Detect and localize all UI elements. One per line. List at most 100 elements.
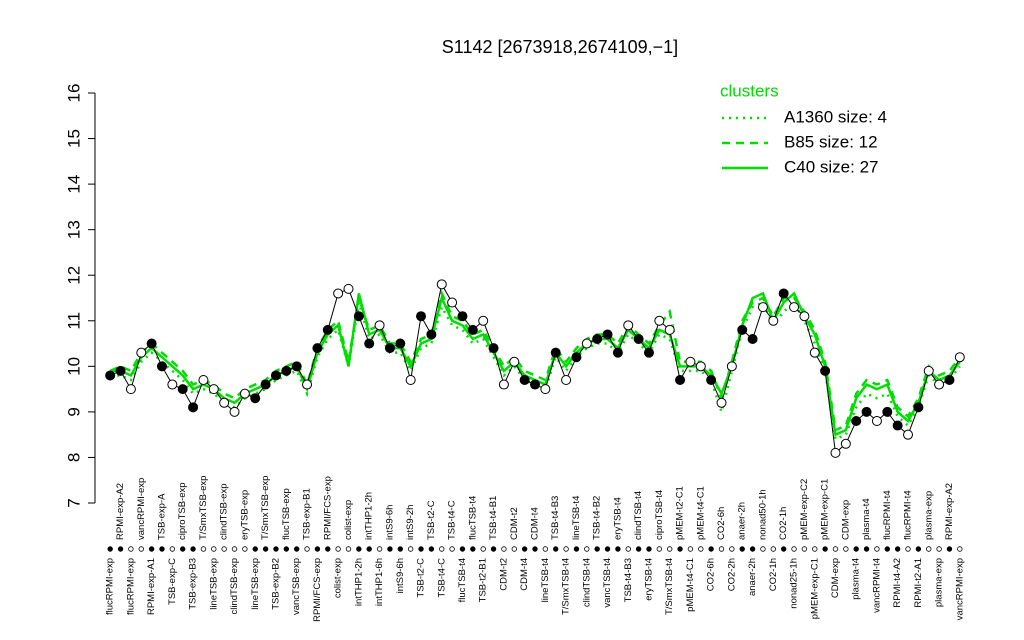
rug-dot [293,546,300,552]
sample-point [871,416,882,426]
x-tick-label: vancRPMI-exp [954,558,965,620]
rug-dot [739,546,745,552]
sample-point [903,429,914,440]
rug-dot [625,546,631,552]
sample-point [643,347,654,358]
sample-point [322,324,333,335]
sample-point [882,406,893,417]
x-tick-label: flucTSB-t4 [457,558,468,602]
sample-point [571,352,582,363]
rug-dot [117,546,124,552]
y-tick-label: 16 [64,84,83,103]
sample-point [333,288,344,299]
rug-dot [335,546,341,552]
y-tick-label: 15 [64,129,83,148]
sample-point [374,320,385,331]
rug-dot [853,546,859,552]
rug-dot [345,546,352,552]
x-tick-label: CDM-exp [840,500,851,540]
x-tick-label: flucRPMI-exp [125,558,136,615]
x-tick-label: eryTSB-exp [239,490,250,540]
sample-point [778,288,789,299]
sample-point [291,361,302,372]
sample-point [892,420,903,431]
rug-dot [801,546,808,552]
rug-dot [138,546,144,552]
sample-point [208,384,219,395]
sample-point [913,402,924,413]
rug-dot [387,546,393,552]
rug-dot [439,546,445,552]
rug-dot [563,546,569,552]
sample-point [934,379,945,390]
sample-point [612,347,623,358]
x-tick-label: intS9-6h [395,558,406,593]
rug-dot [604,546,611,552]
rug-dot [926,546,932,552]
sample-point [250,393,261,404]
x-tick-label: colist-exp [343,500,354,540]
sample-point [281,365,292,376]
sample-point [530,379,540,390]
rug-dot [573,546,580,552]
sample-point [436,279,447,290]
rug-dot [646,546,652,552]
sample-point [550,347,561,358]
sample-point [675,375,686,385]
rug-dot [894,546,901,552]
sample-point [229,406,240,417]
sample-point [125,384,136,395]
y-tick-label: 12 [64,266,83,285]
sample-point [851,416,862,426]
x-tick-label: colist-exp [333,558,344,598]
rug-dot [376,546,383,552]
sample-point [364,338,375,349]
sample-point [602,329,613,340]
sample-point [353,311,364,322]
rug-dot [356,546,362,552]
sample-point [664,324,675,335]
x-tick-label: CO2-1h [768,558,779,591]
sample-point [809,347,820,358]
sample-point [757,302,768,313]
rug-dot [449,546,455,552]
sample-point [944,375,955,385]
sample-point [302,379,313,390]
sample-point [270,370,281,381]
x-tick-label: clindTSB-t4 [633,491,644,540]
sample-point [820,365,831,376]
rug-dot [211,546,217,552]
rug-dot [459,546,466,552]
sample-point [954,352,965,363]
sample-point [343,283,354,294]
rug-dot [169,546,176,552]
rug-dot [221,546,227,552]
x-tick-label: ciproTSB-exp [177,482,188,540]
rug-dot [708,546,714,552]
x-tick-label: CO2-6h [706,558,717,591]
sample-point [840,438,851,449]
x-tick-label: plasma-exp [923,491,934,540]
x-tick-label: flucTSB-t4 [467,496,478,540]
legend-label: C40 size: 27 [784,157,879,176]
legend-label: B85 size: 12 [784,132,878,151]
y-tick-label: 13 [64,220,83,239]
rug-dot [729,546,735,552]
rug-dot [584,546,590,552]
rug-dot [687,546,694,552]
rug-dot [542,546,549,552]
sample-point [540,384,551,395]
sample-point [115,365,126,376]
sample-point [561,375,572,385]
x-tick-label: ciproTSB-t4 [654,490,665,540]
x-tick-label: CDM-t4 [519,558,530,591]
x-tick-label: TSB-exp-B2 [270,558,281,610]
rug-dot [366,546,372,552]
rug-dot [262,546,269,552]
rug-dot [936,546,942,552]
y-tick-label: 8 [64,453,83,462]
sample-point [239,388,250,399]
x-tick-label: RPMI-exp-A1 [146,558,157,615]
rug-dot [480,546,486,552]
